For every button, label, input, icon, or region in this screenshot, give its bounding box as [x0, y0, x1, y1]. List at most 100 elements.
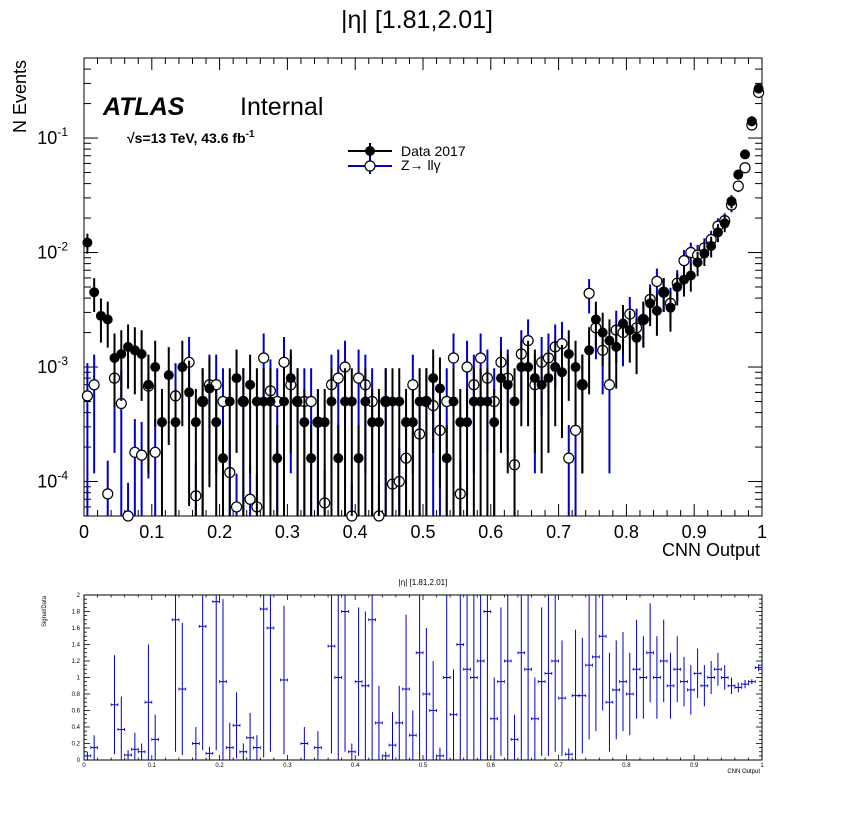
- ratio-point: [639, 636, 648, 719]
- ratio-point: [544, 595, 553, 756]
- data-point: [502, 354, 513, 474]
- ratio-point: [449, 669, 458, 760]
- data-point: [306, 424, 317, 516]
- ratio-point: [490, 677, 498, 760]
- data-point: [753, 83, 764, 94]
- ratio-point: [524, 595, 532, 760]
- data-point: [401, 388, 412, 516]
- signal-point: [81, 363, 93, 516]
- data-point: [170, 388, 181, 516]
- data-point: [550, 340, 561, 427]
- data-point: [631, 317, 642, 375]
- data-point: [89, 278, 100, 313]
- data-point: [672, 273, 683, 306]
- ratio-point: [436, 747, 444, 760]
- data-point: [658, 278, 669, 313]
- ratio-point: [375, 685, 383, 760]
- data-point: [468, 368, 479, 516]
- legend-signal-label: Z→ llγ: [401, 157, 441, 173]
- data-point: [224, 368, 235, 516]
- ratio-y-tick-label: 1.4: [72, 643, 81, 649]
- ratio-point: [192, 727, 200, 760]
- data-point: [319, 388, 330, 516]
- data-point: [150, 340, 161, 427]
- ratio-y-tick-label: 2: [77, 593, 81, 599]
- data-point: [129, 327, 140, 395]
- data-point: [611, 324, 622, 389]
- data-point: [109, 333, 120, 409]
- ratio-point: [503, 595, 512, 760]
- data-point: [577, 354, 588, 474]
- ratio-point: [551, 595, 560, 752]
- data-point: [102, 301, 113, 348]
- ratio-point: [259, 595, 268, 758]
- data-point: [685, 263, 696, 292]
- ratio-point: [680, 656, 688, 707]
- ratio-point: [456, 595, 465, 760]
- ratio-point: [429, 661, 437, 760]
- ratio-point: [754, 664, 763, 671]
- ratio-x-tick-label: 0.5: [419, 763, 428, 769]
- data-point: [645, 287, 656, 327]
- ratio-point: [483, 595, 492, 760]
- data-point: [367, 388, 378, 516]
- data-point: [597, 312, 608, 367]
- ratio-point: [646, 603, 654, 703]
- data-point: [699, 243, 710, 267]
- ratio-point: [388, 712, 397, 760]
- signal-point: [739, 162, 751, 174]
- ratio-x-label: CNN Output: [727, 769, 760, 775]
- signal-point: [732, 180, 744, 193]
- main-x-tick-label: 1: [757, 522, 767, 542]
- ratio-point: [693, 648, 702, 699]
- ratio-point: [178, 623, 187, 756]
- ratio-y-tick-label: 1.6: [72, 626, 81, 632]
- ratio-point: [734, 682, 743, 693]
- ratio-y-tick-label: 0.4: [72, 725, 81, 731]
- data-point: [746, 116, 757, 127]
- signal-point: [244, 466, 256, 516]
- data-point: [82, 233, 93, 254]
- ratio-y-tick-label: 0.2: [72, 742, 81, 748]
- data-point: [279, 368, 290, 516]
- ratio-point: [368, 595, 376, 760]
- ratio-point: [266, 595, 275, 752]
- main-x-tick-label: 0.5: [410, 522, 435, 542]
- signal-point: [563, 424, 575, 516]
- data-point: [434, 357, 445, 488]
- data-point: [116, 330, 127, 401]
- ratio-y-label: Signal/Data: [42, 595, 48, 627]
- ratio-point: [117, 696, 126, 760]
- ratio-x-tick-label: 0.3: [283, 763, 292, 769]
- ratio-point: [673, 636, 682, 703]
- ratio-point: [748, 679, 756, 685]
- data-point: [482, 368, 493, 516]
- ratio-y-tick-label: 1: [77, 676, 81, 682]
- ratio-point: [280, 605, 288, 755]
- signal-point: [102, 460, 114, 516]
- data-point: [543, 349, 554, 453]
- data-point: [245, 354, 256, 474]
- data-point: [706, 236, 717, 258]
- ratio-point: [619, 632, 627, 732]
- ratio-point: [110, 655, 119, 755]
- data-point: [197, 368, 208, 516]
- ratio-point: [564, 748, 573, 760]
- ratio-point: [659, 619, 668, 703]
- data-point: [679, 267, 690, 297]
- ratio-point: [741, 679, 749, 689]
- data-point: [265, 368, 276, 516]
- ratio-x-tick-label: 0.7: [554, 763, 563, 769]
- ratio-x-tick-label: 1: [760, 763, 764, 769]
- data-point: [584, 327, 595, 395]
- ratio-title: |η| [1.81,2.01]: [399, 578, 448, 587]
- ratio-x-tick-label: 0.6: [487, 763, 496, 769]
- main-x-tick-label: 0.9: [682, 522, 707, 542]
- data-point: [556, 344, 567, 438]
- main-y-tick-label: 10-3: [37, 354, 68, 377]
- ratio-point: [700, 665, 709, 707]
- data-point: [163, 347, 174, 445]
- ratio-point: [219, 599, 227, 760]
- data-point: [184, 360, 195, 507]
- signal-point: [122, 482, 134, 522]
